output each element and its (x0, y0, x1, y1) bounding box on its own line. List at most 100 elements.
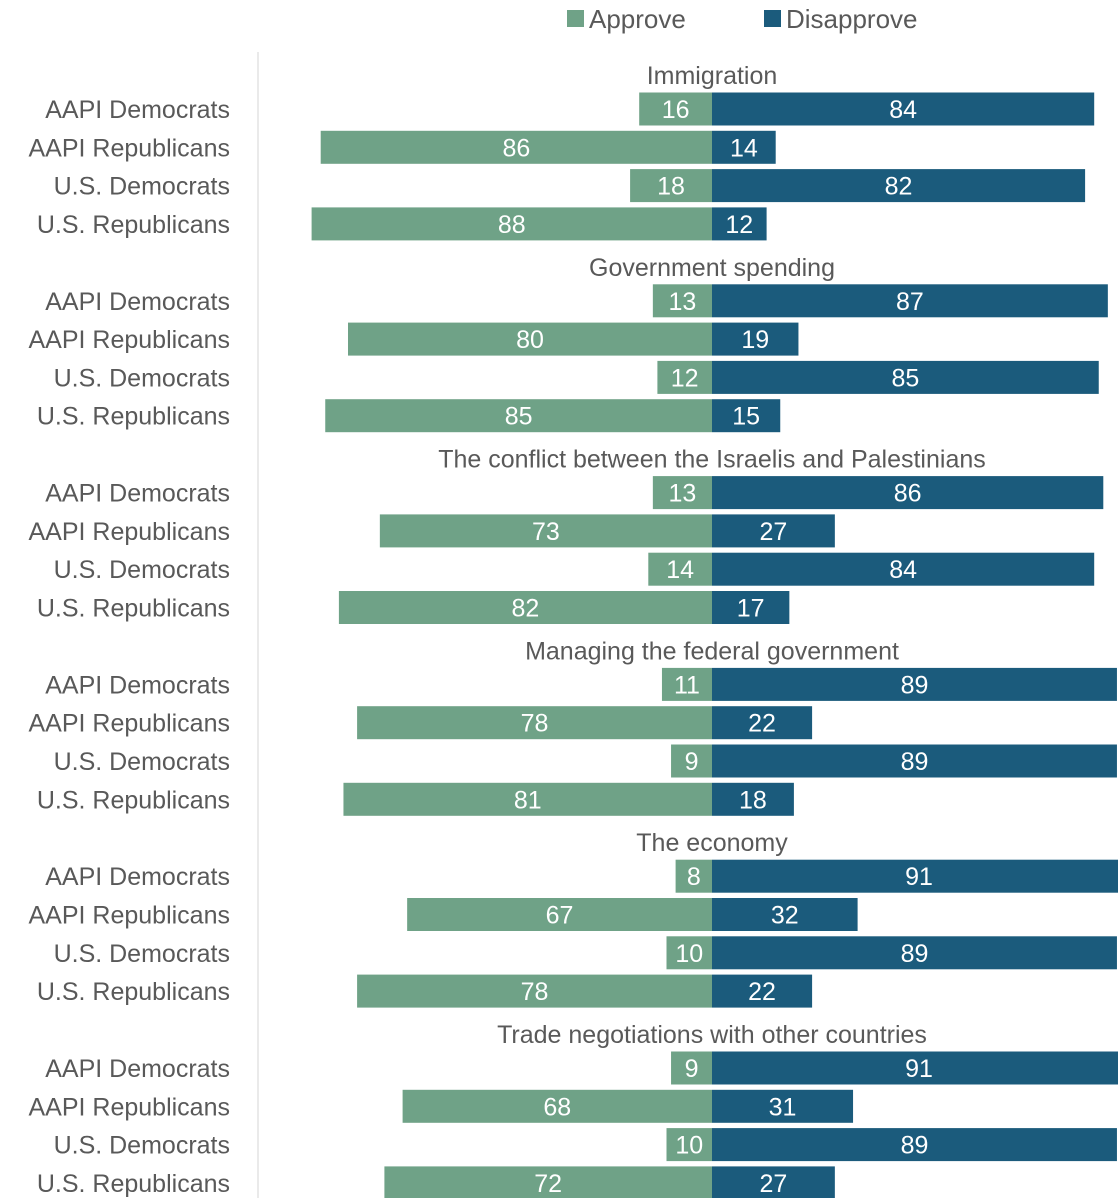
row-label: AAPI Republicans (28, 518, 230, 546)
disapprove-value-label: 89 (901, 748, 929, 776)
approve-bar (357, 974, 712, 1008)
row-label: U.S. Republicans (37, 211, 230, 239)
disapprove-bar (712, 476, 1104, 510)
row-label: AAPI Republicans (28, 326, 230, 354)
disapprove-value-label: 84 (889, 96, 917, 124)
approve-value-label: 10 (675, 1132, 703, 1160)
approve-bar (639, 92, 712, 126)
approve-value-label: 9 (685, 1055, 699, 1083)
row-label: AAPI Democrats (45, 96, 230, 124)
approve-bar (652, 476, 712, 510)
approve-bar (671, 1051, 712, 1085)
approve-value-label: 72 (534, 1170, 562, 1198)
disapprove-bar (712, 322, 799, 356)
legend: Approve Disapprove (567, 4, 918, 34)
group-title: The conflict between the Israelis and Pa… (438, 446, 986, 474)
disapprove-value-label: 91 (905, 1055, 933, 1083)
approve-value-label: 18 (657, 173, 685, 201)
row-label: AAPI Republicans (28, 1093, 230, 1121)
row-label: U.S. Republicans (37, 786, 230, 814)
approve-bar (384, 1166, 712, 1198)
disapprove-bar (712, 859, 1118, 893)
disapprove-value-label: 12 (725, 211, 753, 239)
disapprove-value-label: 85 (891, 364, 919, 392)
approve-value-label: 13 (669, 288, 697, 316)
approve-bar (661, 667, 712, 701)
group-title: Immigration (647, 62, 778, 90)
disapprove-value-label: 14 (730, 134, 758, 162)
disapprove-value-label: 15 (732, 403, 760, 431)
row-label: AAPI Democrats (45, 1055, 230, 1083)
group-title: Government spending (589, 254, 835, 282)
chart-group: The economy AAPI Democrats 8 91 AAPI Republi… (28, 829, 1118, 1008)
disapprove-value-label: 82 (885, 173, 913, 201)
approve-bar (402, 1089, 712, 1123)
chart-group: Trade negotiations with other countries A… (28, 1021, 1118, 1198)
chart-group: The conflict between the Israelis and Pa… (28, 446, 1104, 624)
disapprove-bar (712, 898, 858, 931)
approve-bar (407, 898, 712, 931)
disapprove-bar (712, 207, 767, 241)
disapprove-bar (712, 744, 1117, 778)
disapprove-value-label: 27 (760, 518, 788, 546)
row-label: U.S. Democrats (54, 364, 230, 392)
row-label: U.S. Democrats (54, 556, 230, 584)
group-title: The economy (636, 829, 788, 857)
approve-bar (357, 706, 712, 740)
approve-value-label: 10 (675, 940, 703, 968)
disapprove-value-label: 89 (901, 671, 929, 699)
approve-bar (320, 130, 712, 164)
approve-value-label: 73 (532, 518, 560, 546)
disapprove-value-label: 31 (769, 1093, 797, 1121)
approve-bar (652, 284, 712, 318)
disapprove-value-label: 87 (896, 288, 924, 316)
approve-value-label: 12 (671, 364, 699, 392)
chart-group: Managing the federal government AAPI Demo… (28, 637, 1117, 816)
disapprove-bar (712, 974, 813, 1008)
approve-value-label: 85 (505, 403, 533, 431)
chart-group: Immigration AAPI Democrats 16 84 AAPI Republ… (28, 62, 1095, 241)
disapprove-value-label: 89 (901, 940, 929, 968)
disapprove-bar (712, 591, 790, 624)
disapprove-value-label: 86 (894, 480, 922, 508)
disapprove-bar (712, 92, 1095, 126)
approve-value-label: 11 (674, 671, 700, 699)
approve-value-label: 81 (514, 786, 542, 814)
disapprove-bar (712, 284, 1108, 318)
disapprove-bar (712, 667, 1117, 701)
disapprove-bar (712, 1166, 835, 1198)
group-title: Trade negotiations with other countries (497, 1021, 927, 1049)
approve-value-label: 8 (687, 863, 701, 891)
row-label: U.S. Republicans (37, 595, 230, 623)
approve-bar (666, 936, 712, 970)
row-label: AAPI Republicans (28, 902, 230, 930)
disapprove-bar (712, 1051, 1118, 1085)
disapprove-value-label: 19 (741, 326, 769, 354)
approve-bar (630, 169, 712, 203)
disapprove-bar (712, 1089, 854, 1123)
disapprove-bar (712, 782, 794, 816)
row-label: U.S. Republicans (37, 978, 230, 1006)
group-title: Managing the federal government (525, 637, 899, 665)
approve-bar (325, 399, 712, 433)
approve-bar (379, 514, 712, 548)
disapprove-value-label: 17 (737, 595, 765, 623)
approve-value-label: 78 (521, 710, 549, 738)
approve-bar (671, 744, 712, 778)
approve-bar (343, 782, 712, 816)
legend-label-disapprove: Disapprove (786, 4, 918, 34)
row-label: U.S. Democrats (54, 940, 230, 968)
disapprove-bar (712, 552, 1095, 586)
legend-swatch-disapprove (764, 10, 781, 27)
row-label: U.S. Democrats (54, 748, 230, 776)
disapprove-bar (712, 130, 776, 164)
disapprove-value-label: 22 (748, 978, 776, 1006)
disapprove-value-label: 84 (889, 556, 917, 584)
disapprove-value-label: 18 (739, 786, 767, 814)
disapprove-value-label: 32 (771, 902, 799, 930)
approve-bar (311, 207, 712, 241)
row-label: AAPI Republicans (28, 710, 230, 738)
approve-bar (648, 552, 712, 586)
